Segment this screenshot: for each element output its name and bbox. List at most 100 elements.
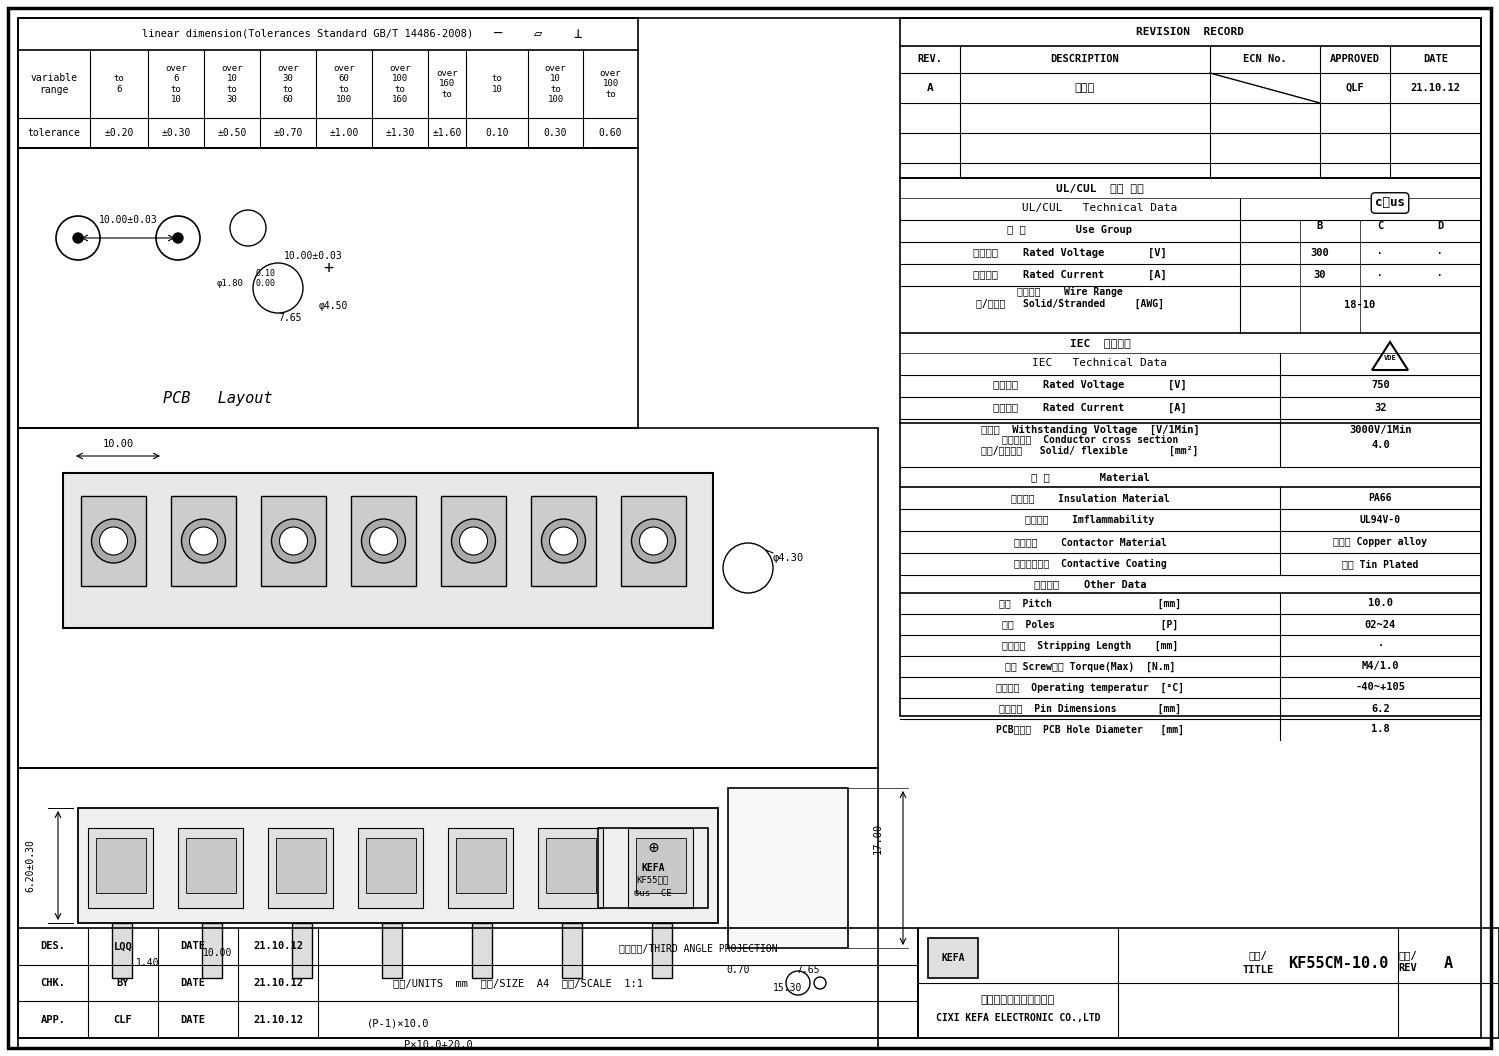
Bar [268,828,333,908]
Circle shape [189,527,217,555]
Circle shape [451,518,496,563]
Text: 750: 750 [1372,380,1390,390]
Text: 镀锡 Tin Plated: 镀锡 Tin Plated [1342,559,1418,569]
Text: 接线范围    Wire Range
单/多芯线   Solid/Stranded     [AWG]: 接线范围 Wire Range 单/多芯线 Solid/Stranded [AW… [976,287,1165,309]
Text: QLF: QLF [1346,83,1364,93]
Text: 7.65: 7.65 [796,965,820,975]
Bar [171,496,235,586]
Bar [441,496,507,586]
Text: 导线截面积  Conductor cross section
硬质/柔性导线   Solid/ flexible       [mm²]: 导线截面积 Conductor cross section 硬质/柔性导线 So… [982,434,1199,456]
Text: 0.00: 0.00 [256,279,276,287]
Bar [917,928,1499,1038]
Text: 间距  Pitch                  [mm]: 间距 Pitch [mm] [998,599,1181,608]
Circle shape [279,527,307,555]
Text: 极数  Poles                  [P]: 极数 Poles [P] [1001,620,1178,629]
Text: over
60
to
100: over 60 to 100 [333,64,355,105]
Text: (P-1)×10.0: (P-1)×10.0 [367,1018,429,1027]
Text: 21.10.12: 21.10.12 [253,1015,303,1024]
Circle shape [460,527,487,555]
Text: 0.30: 0.30 [544,128,567,138]
Text: DATE: DATE [1423,54,1448,64]
Text: 阻燃等级    Imflammability: 阻燃等级 Imflammability [1025,515,1154,525]
Bar [18,428,878,768]
Text: UL94V-0: UL94V-0 [1360,515,1402,525]
Text: ·: · [1376,246,1384,260]
Text: DATE: DATE [180,978,205,988]
Text: ±0.20: ±0.20 [105,128,133,138]
Circle shape [640,527,667,555]
Bar [652,923,672,978]
Text: 4.0: 4.0 [1372,440,1390,450]
Text: φ4.50: φ4.50 [318,301,348,312]
Text: PA66: PA66 [1369,493,1393,503]
Text: DESCRIPTION: DESCRIPTION [1051,54,1120,64]
Text: 7.65: 7.65 [279,313,301,323]
Bar [18,18,639,148]
Text: DES.: DES. [40,941,66,951]
Text: 10.00±0.03: 10.00±0.03 [283,251,342,261]
Bar [18,928,917,1038]
Bar [472,923,492,978]
Text: 32: 32 [1375,403,1387,413]
Text: DATE: DATE [180,1015,205,1024]
Text: ±1.30: ±1.30 [385,128,415,138]
Text: ±0.70: ±0.70 [273,128,303,138]
Text: 额定电流    Rated Current       [A]: 额定电流 Rated Current [A] [994,403,1187,413]
Bar [382,923,402,978]
Text: over
100
to: over 100 to [600,69,621,99]
Bar [366,838,417,893]
Text: D: D [1438,221,1444,231]
Text: +: + [322,259,333,277]
Bar [456,838,507,893]
Text: M4/1.0: M4/1.0 [1361,661,1399,672]
Text: over
100
to
160: over 100 to 160 [390,64,411,105]
Bar [261,496,325,586]
Text: PCB   Layout: PCB Layout [163,391,273,406]
Text: 额定电压    Rated Voltage       [V]: 额定电压 Rated Voltage [V] [994,380,1187,390]
Text: 0.10: 0.10 [256,268,276,278]
Text: APP.: APP. [40,1015,66,1024]
Circle shape [73,233,82,243]
Text: DATE: DATE [180,941,205,951]
Text: 18-10: 18-10 [1345,300,1376,310]
Text: cⓂus: cⓂus [1375,196,1405,209]
Text: ·: · [1378,641,1384,650]
Bar [562,923,582,978]
Text: 剥线长度  Stripping Length    [mm]: 剥线长度 Stripping Length [mm] [1001,640,1178,650]
Text: 21.10.12: 21.10.12 [253,941,303,951]
Text: 21.10.12: 21.10.12 [253,978,303,988]
Bar [88,828,153,908]
Bar [63,473,714,628]
Text: 10.00±0.03: 10.00±0.03 [99,215,157,225]
Text: ·: · [1436,268,1444,282]
Text: over
6
to
10: over 6 to 10 [165,64,187,105]
Text: LQQ: LQQ [114,941,132,951]
Circle shape [271,518,315,563]
Text: B: B [1318,221,1324,231]
Text: CHK.: CHK. [40,978,66,988]
Text: 额定电压    Rated Voltage       [V]: 额定电压 Rated Voltage [V] [973,248,1166,258]
Text: BY: BY [117,978,129,988]
Text: KF55系列: KF55系列 [637,875,669,885]
Bar [351,496,417,586]
Text: 0.60: 0.60 [598,128,622,138]
Text: 螺丝 Screw拧矩 Torque(Max)  [N.m]: 螺丝 Screw拧矩 Torque(Max) [N.m] [1004,661,1175,672]
Bar [78,808,718,923]
Text: REVISION  RECORD: REVISION RECORD [1136,27,1244,37]
Bar [899,178,1481,716]
Text: ⊕: ⊕ [648,840,658,857]
Text: A: A [926,83,934,93]
Text: KEFA: KEFA [941,953,965,963]
Text: 导体表面镀层  Contactive Coating: 导体表面镀层 Contactive Coating [1013,559,1166,569]
Text: ±1.00: ±1.00 [330,128,358,138]
Text: ®us  CE: ®us CE [634,889,672,899]
Circle shape [550,527,577,555]
Text: ECN No.: ECN No. [1243,54,1286,64]
Text: ±0.50: ±0.50 [217,128,247,138]
Bar [358,828,423,908]
Text: 铜合金 Copper alloy: 铜合金 Copper alloy [1334,538,1427,547]
Bar [18,148,639,428]
Bar [928,938,977,978]
Bar [96,838,145,893]
Text: 第三视角/THIRD ANGLE PROJECTION: 第三视角/THIRD ANGLE PROJECTION [619,943,778,953]
